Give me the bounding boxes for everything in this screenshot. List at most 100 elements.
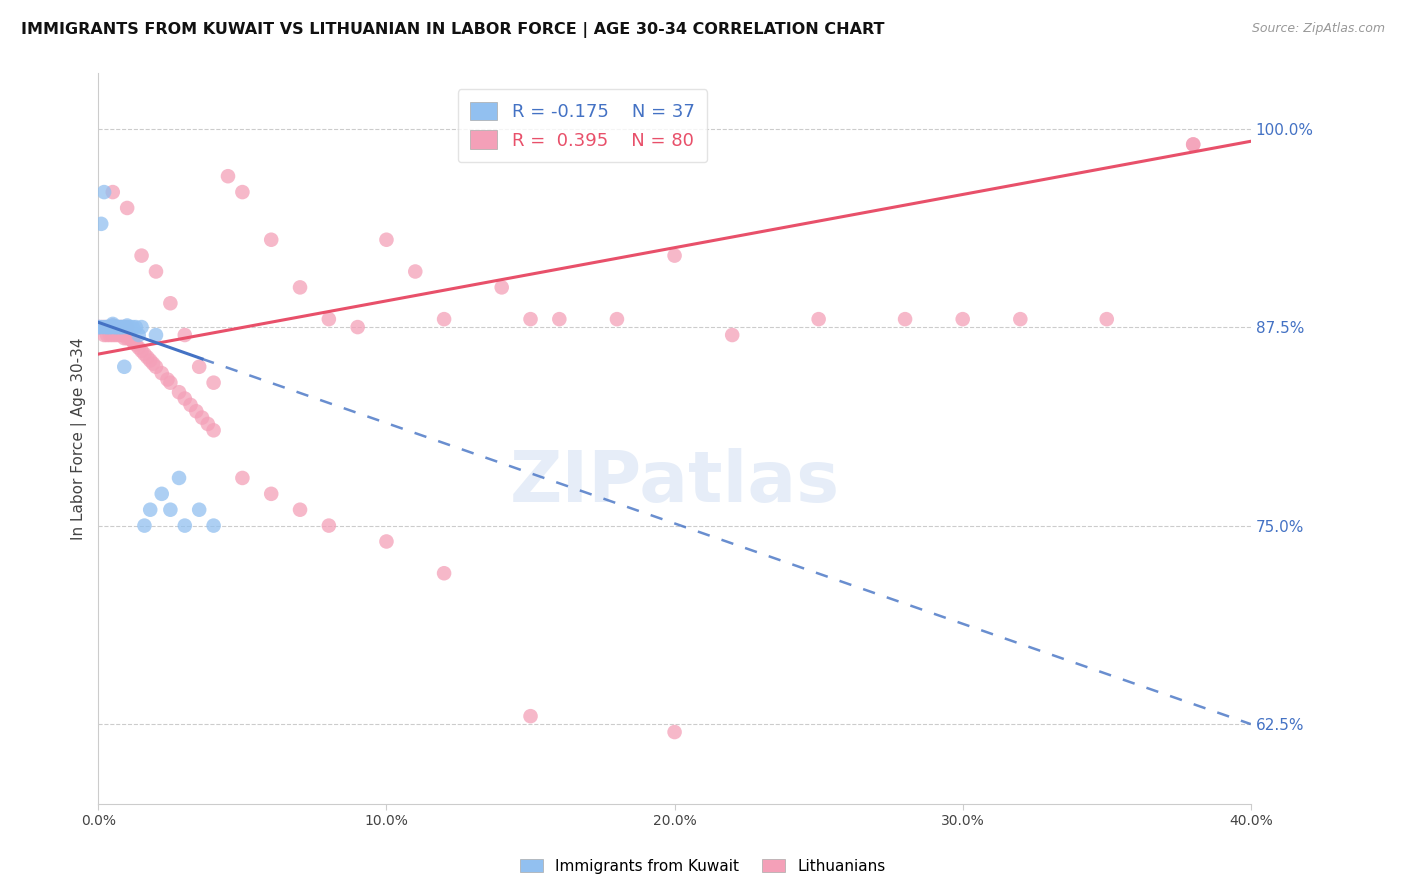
Point bbox=[98, 320, 121, 334]
Text: IMMIGRANTS FROM KUWAIT VS LITHUANIAN IN LABOR FORCE | AGE 30-34 CORRELATION CHAR: IMMIGRANTS FROM KUWAIT VS LITHUANIAN IN … bbox=[21, 22, 884, 38]
Point bbox=[115, 318, 138, 333]
Text: Source: ZipAtlas.com: Source: ZipAtlas.com bbox=[1251, 22, 1385, 36]
Point bbox=[110, 320, 132, 334]
Y-axis label: In Labor Force | Age 30-34: In Labor Force | Age 30-34 bbox=[72, 337, 87, 540]
Point bbox=[156, 372, 179, 386]
Point bbox=[93, 328, 115, 343]
Text: ZIPatlas: ZIPatlas bbox=[509, 448, 839, 516]
Point bbox=[96, 320, 118, 334]
Point bbox=[188, 502, 211, 516]
Point bbox=[159, 376, 181, 390]
Point bbox=[139, 502, 162, 516]
Point bbox=[118, 320, 141, 334]
Point bbox=[318, 518, 340, 533]
Legend: Immigrants from Kuwait, Lithuanians: Immigrants from Kuwait, Lithuanians bbox=[515, 853, 891, 880]
Point bbox=[101, 328, 124, 343]
Point bbox=[894, 312, 917, 326]
Point bbox=[231, 185, 253, 199]
Point bbox=[260, 233, 283, 247]
Point bbox=[167, 385, 190, 400]
Point bbox=[145, 264, 167, 278]
Point bbox=[118, 331, 141, 345]
Point bbox=[101, 185, 124, 199]
Point bbox=[606, 312, 628, 326]
Point bbox=[104, 328, 127, 343]
Point bbox=[664, 249, 686, 263]
Point bbox=[197, 417, 219, 431]
Point bbox=[107, 320, 129, 334]
Point bbox=[104, 320, 127, 334]
Point bbox=[101, 317, 124, 331]
Point bbox=[131, 343, 153, 358]
Point bbox=[107, 320, 129, 334]
Point bbox=[433, 312, 456, 326]
Point bbox=[1010, 312, 1032, 326]
Point bbox=[217, 169, 239, 184]
Point bbox=[104, 320, 127, 334]
Point bbox=[101, 320, 124, 334]
Point bbox=[145, 359, 167, 374]
Point bbox=[288, 280, 311, 294]
Point bbox=[131, 320, 153, 334]
Point bbox=[122, 334, 145, 349]
Point bbox=[159, 502, 181, 516]
Point bbox=[519, 312, 541, 326]
Point bbox=[93, 320, 115, 334]
Point bbox=[122, 320, 145, 334]
Point bbox=[112, 320, 135, 334]
Point bbox=[807, 312, 830, 326]
Point bbox=[142, 357, 165, 371]
Point bbox=[145, 328, 167, 343]
Point bbox=[180, 398, 202, 412]
Point bbox=[101, 318, 124, 333]
Point bbox=[139, 353, 162, 368]
Point bbox=[202, 518, 225, 533]
Point bbox=[150, 487, 173, 501]
Point bbox=[173, 328, 195, 343]
Point bbox=[231, 471, 253, 485]
Point bbox=[90, 320, 112, 334]
Point bbox=[110, 320, 132, 334]
Point bbox=[1095, 312, 1118, 326]
Point bbox=[346, 320, 368, 334]
Point bbox=[112, 331, 135, 345]
Point bbox=[128, 341, 150, 355]
Point bbox=[87, 320, 110, 334]
Point bbox=[112, 320, 135, 334]
Point bbox=[548, 312, 571, 326]
Point bbox=[952, 312, 974, 326]
Point bbox=[375, 233, 398, 247]
Point bbox=[122, 334, 145, 349]
Point bbox=[110, 328, 132, 343]
Point bbox=[110, 320, 132, 334]
Point bbox=[93, 320, 115, 334]
Point bbox=[98, 328, 121, 343]
Point bbox=[131, 249, 153, 263]
Point bbox=[150, 366, 173, 380]
Point bbox=[98, 320, 121, 334]
Point bbox=[173, 392, 195, 406]
Point bbox=[188, 359, 211, 374]
Point bbox=[664, 725, 686, 739]
Point bbox=[101, 318, 124, 333]
Point bbox=[125, 337, 148, 351]
Point bbox=[125, 320, 148, 334]
Point bbox=[519, 709, 541, 723]
Point bbox=[404, 264, 426, 278]
Point bbox=[107, 328, 129, 343]
Point bbox=[115, 331, 138, 345]
Point bbox=[191, 410, 214, 425]
Point bbox=[115, 320, 138, 334]
Point bbox=[136, 351, 159, 365]
Point bbox=[96, 320, 118, 334]
Point bbox=[318, 312, 340, 326]
Point bbox=[87, 320, 110, 334]
Point bbox=[186, 404, 208, 418]
Point bbox=[721, 328, 744, 343]
Point bbox=[134, 518, 156, 533]
Point bbox=[260, 487, 283, 501]
Point bbox=[87, 320, 110, 334]
Point bbox=[159, 296, 181, 310]
Point bbox=[128, 328, 150, 343]
Point bbox=[104, 320, 127, 334]
